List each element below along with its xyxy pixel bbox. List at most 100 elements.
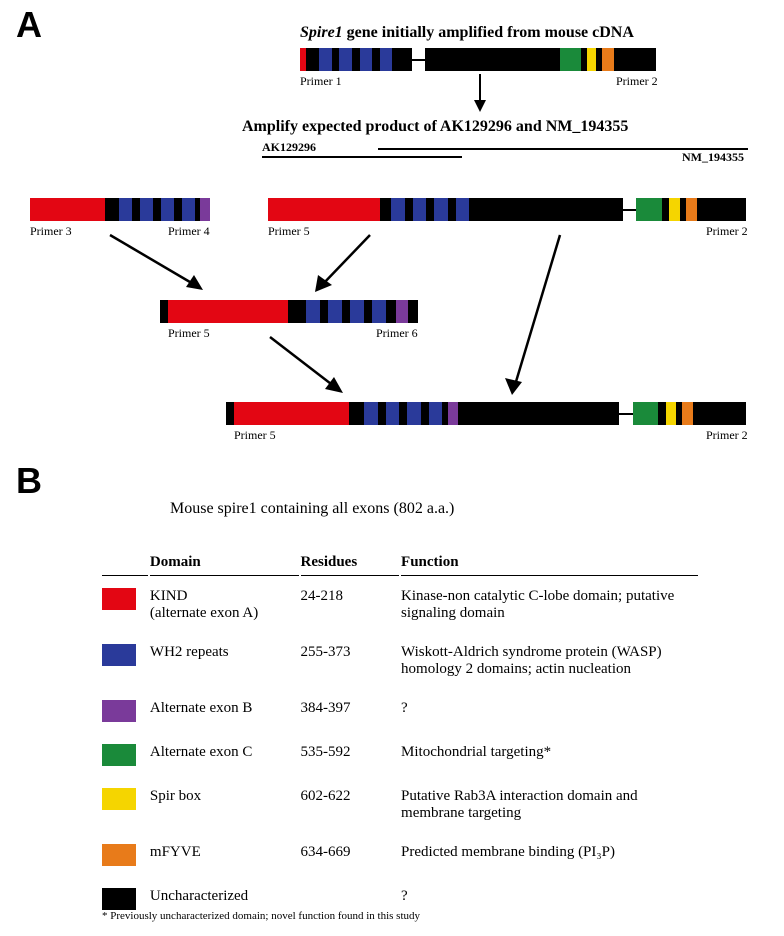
segment-black bbox=[473, 402, 619, 425]
panel-a-subtitle: Amplify expected product of AK129296 and… bbox=[242, 118, 628, 136]
primer-2-label-c: Primer 2 bbox=[706, 428, 748, 443]
table-row: mFYVE634-669Predicted membrane binding (… bbox=[102, 834, 698, 876]
segment-blue bbox=[380, 48, 393, 71]
segment-black bbox=[662, 198, 670, 221]
primer-6-label: Primer 6 bbox=[376, 326, 418, 341]
segment-purple bbox=[396, 300, 408, 323]
cell-domain: Alternate exon C bbox=[150, 734, 299, 776]
segment-blue bbox=[339, 48, 352, 71]
accession-left-label: AK129296 bbox=[262, 140, 316, 155]
segment-blue bbox=[407, 402, 421, 425]
arrow-bar2-to-bar4 bbox=[500, 230, 580, 400]
segment-red bbox=[268, 198, 380, 221]
arrow-bar3-to-bar4 bbox=[260, 332, 360, 400]
color-swatch bbox=[102, 888, 136, 910]
segment-black bbox=[426, 198, 434, 221]
segment-yellow bbox=[587, 48, 597, 71]
segment-black bbox=[364, 300, 372, 323]
th-domain: Domain bbox=[150, 554, 299, 576]
segment-red bbox=[234, 402, 349, 425]
color-swatch bbox=[102, 700, 136, 722]
gene-name-italic: Spire1 bbox=[300, 24, 343, 41]
panel-a-title: Spire1 gene initially amplified from mou… bbox=[300, 24, 634, 42]
primer-3-label: Primer 3 bbox=[30, 224, 72, 239]
segment-black bbox=[174, 198, 182, 221]
color-swatch bbox=[102, 788, 136, 810]
gene-bar-gap bbox=[619, 413, 633, 415]
segment-black bbox=[405, 198, 413, 221]
accession-line-left bbox=[262, 156, 462, 158]
segment-black bbox=[448, 198, 456, 221]
segment-black bbox=[380, 198, 392, 221]
table-row: WH2 repeats255-373Wiskott-Aldrich syndro… bbox=[102, 634, 698, 688]
segment-black bbox=[349, 402, 365, 425]
segment-black bbox=[226, 402, 234, 425]
segment-black bbox=[693, 402, 746, 425]
th-residues: Residues bbox=[301, 554, 400, 576]
segment-black bbox=[392, 48, 411, 71]
cell-domain: KIND(alternate exon A) bbox=[150, 578, 299, 632]
segment-black bbox=[697, 198, 746, 221]
arrow-right-to-bar3 bbox=[310, 230, 390, 300]
domain-table: Domain Residues Function KIND(alternate … bbox=[100, 552, 700, 922]
segment-black bbox=[658, 402, 666, 425]
segment-black bbox=[469, 198, 490, 221]
segment-yellow bbox=[669, 198, 680, 221]
segment-black bbox=[320, 300, 328, 323]
segment-orange bbox=[686, 198, 698, 221]
table-row: Alternate exon C535-592Mitochondrial tar… bbox=[102, 734, 698, 776]
segment-blue bbox=[429, 402, 443, 425]
cell-domain: WH2 repeats bbox=[150, 634, 299, 688]
segment-blue bbox=[413, 198, 427, 221]
primer-1-label: Primer 1 bbox=[300, 74, 342, 89]
segment-blue bbox=[328, 300, 342, 323]
cell-residues: 535-592 bbox=[301, 734, 400, 776]
cell-residues: 384-397 bbox=[301, 690, 400, 732]
panel-b-label: B bbox=[16, 460, 42, 502]
segment-black bbox=[288, 300, 306, 323]
th-function: Function bbox=[401, 554, 698, 576]
segment-red bbox=[30, 198, 105, 221]
footnote: * Previously uncharacterized domain; nov… bbox=[102, 910, 420, 922]
segment-black bbox=[421, 402, 429, 425]
segment-blue bbox=[456, 198, 470, 221]
segment-black bbox=[342, 300, 350, 323]
cell-function: Mitochondrial targeting* bbox=[401, 734, 698, 776]
primer-5-label-b: Primer 5 bbox=[168, 326, 210, 341]
table-row: Alternate exon B384-397? bbox=[102, 690, 698, 732]
segment-blue bbox=[306, 300, 320, 323]
gene-bar-bar1 bbox=[300, 48, 656, 71]
segment-blue bbox=[161, 198, 174, 221]
segment-green bbox=[636, 198, 661, 221]
primer-5-label-a: Primer 5 bbox=[268, 224, 310, 239]
segment-blue bbox=[140, 198, 153, 221]
segment-orange bbox=[602, 48, 614, 71]
segment-green bbox=[633, 402, 658, 425]
segment-blue bbox=[372, 300, 386, 323]
cell-domain: mFYVE bbox=[150, 834, 299, 876]
color-swatch bbox=[102, 588, 136, 610]
segment-black bbox=[132, 198, 140, 221]
primer-5-label-c: Primer 5 bbox=[234, 428, 276, 443]
color-swatch bbox=[102, 744, 136, 766]
segment-purple bbox=[200, 198, 210, 221]
cell-domain: Spir box bbox=[150, 778, 299, 832]
gene-bar-gap bbox=[623, 209, 637, 211]
cell-function: Wiskott-Aldrich syndrome protein (WASP) … bbox=[401, 634, 698, 688]
cell-residues: 634-669 bbox=[301, 834, 400, 876]
segment-black bbox=[352, 48, 360, 71]
segment-blue bbox=[182, 198, 195, 221]
segment-blue bbox=[119, 198, 132, 221]
primer-2-label-b: Primer 2 bbox=[706, 224, 748, 239]
primer-2-label-a: Primer 2 bbox=[616, 74, 658, 89]
table-row: KIND(alternate exon A)24-218Kinase-non c… bbox=[102, 578, 698, 632]
segment-purple bbox=[448, 402, 458, 425]
panel-a-label: A bbox=[16, 4, 42, 46]
segment-blue bbox=[319, 48, 332, 71]
accession-right-label: NM_194355 bbox=[682, 150, 744, 165]
title-rest: gene initially amplified from mouse cDNA bbox=[343, 24, 634, 41]
segment-black bbox=[491, 198, 623, 221]
color-swatch bbox=[102, 644, 136, 666]
gene-bar-bar2_right bbox=[268, 198, 746, 221]
gene-bar-gap bbox=[412, 59, 425, 61]
